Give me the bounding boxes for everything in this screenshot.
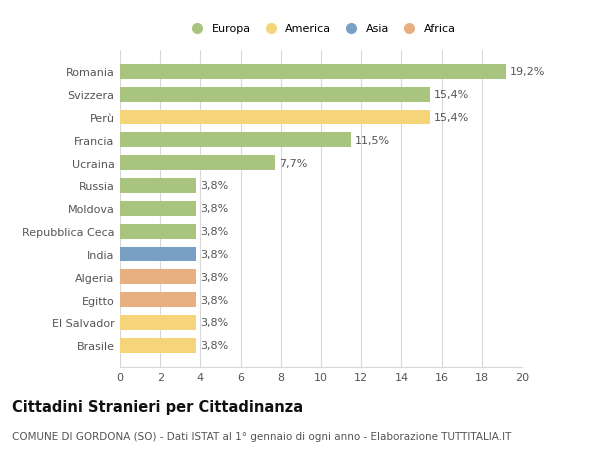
Bar	[120, 292, 196, 307]
Text: 3,8%: 3,8%	[200, 318, 229, 328]
Text: 3,8%: 3,8%	[200, 227, 229, 236]
Bar	[120, 111, 430, 125]
Text: 15,4%: 15,4%	[434, 90, 469, 100]
Text: 19,2%: 19,2%	[510, 67, 545, 77]
Bar	[120, 270, 196, 285]
Bar	[120, 65, 506, 80]
Text: 3,8%: 3,8%	[200, 249, 229, 259]
Text: 3,8%: 3,8%	[200, 204, 229, 214]
Bar	[120, 247, 196, 262]
Text: 3,8%: 3,8%	[200, 295, 229, 305]
Text: Cittadini Stranieri per Cittadinanza: Cittadini Stranieri per Cittadinanza	[12, 399, 303, 414]
Text: COMUNE DI GORDONA (SO) - Dati ISTAT al 1° gennaio di ogni anno - Elaborazione TU: COMUNE DI GORDONA (SO) - Dati ISTAT al 1…	[12, 431, 511, 442]
Text: 3,8%: 3,8%	[200, 341, 229, 350]
Bar	[120, 156, 275, 171]
Bar	[120, 338, 196, 353]
Text: 3,8%: 3,8%	[200, 272, 229, 282]
Bar	[120, 224, 196, 239]
Bar	[120, 133, 351, 148]
Bar	[120, 315, 196, 330]
Text: 11,5%: 11,5%	[355, 135, 390, 146]
Text: 3,8%: 3,8%	[200, 181, 229, 191]
Legend: Europa, America, Asia, Africa: Europa, America, Asia, Africa	[186, 24, 456, 34]
Bar	[120, 88, 430, 102]
Text: 15,4%: 15,4%	[434, 113, 469, 123]
Bar	[120, 179, 196, 194]
Bar	[120, 202, 196, 216]
Text: 7,7%: 7,7%	[279, 158, 307, 168]
